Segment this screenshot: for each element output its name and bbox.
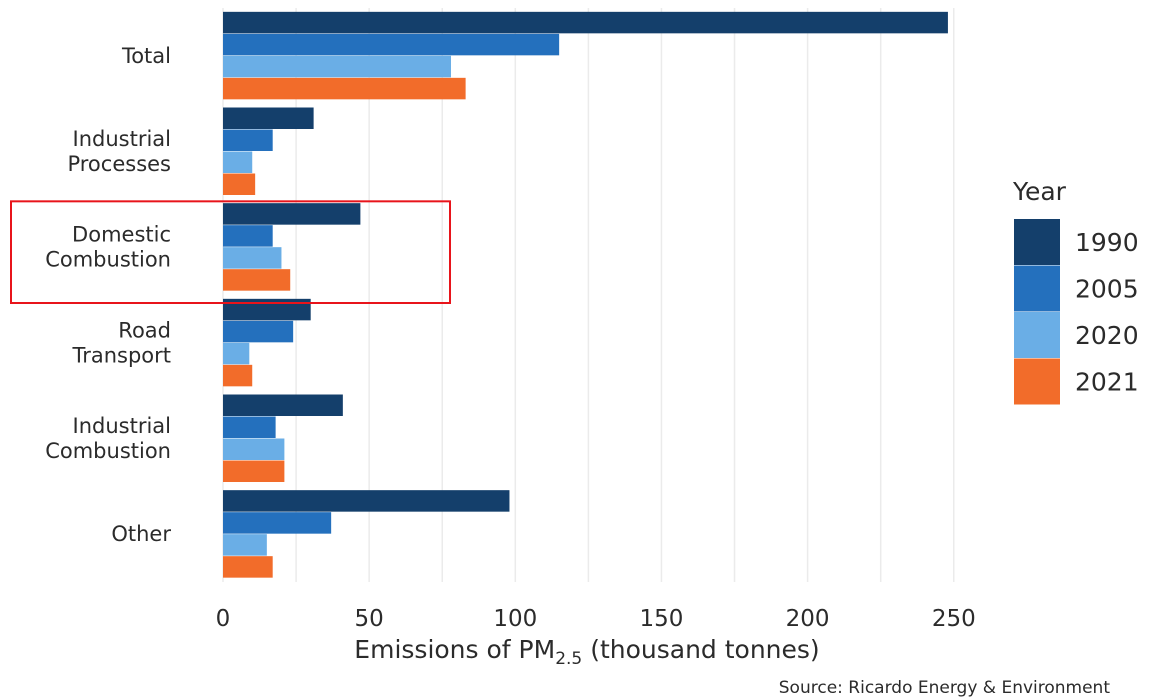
x-tick-label: 100 bbox=[493, 606, 537, 632]
bar bbox=[223, 33, 560, 56]
bar bbox=[223, 247, 282, 269]
x-axis-title: Emissions of PM2.5 (thousand tonnes) bbox=[354, 635, 819, 669]
highlight-box bbox=[10, 200, 451, 304]
bar bbox=[223, 203, 361, 225]
legend-title: Year bbox=[1012, 177, 1067, 206]
x-tick-label: 0 bbox=[216, 606, 231, 632]
bar bbox=[223, 269, 291, 291]
bar bbox=[223, 512, 332, 534]
category-label: Road Transport bbox=[71, 318, 171, 367]
x-tick-label: 200 bbox=[786, 606, 830, 632]
bar bbox=[223, 556, 273, 578]
bar bbox=[223, 225, 273, 247]
legend-label: 2021 bbox=[1075, 368, 1139, 397]
bar bbox=[223, 534, 267, 556]
category-labels: Total Industrial Processes Domestic Combusti… bbox=[45, 44, 171, 546]
bar bbox=[223, 55, 451, 78]
category-label: Domestic Combustion bbox=[45, 223, 171, 272]
x-tick-labels: 0 50 100 150 200 250 bbox=[216, 606, 976, 632]
legend-label: 2005 bbox=[1075, 275, 1139, 304]
bars bbox=[223, 11, 948, 578]
bar bbox=[223, 438, 285, 460]
bar bbox=[223, 416, 276, 438]
legend-swatch bbox=[1014, 219, 1060, 265]
bar bbox=[223, 11, 948, 34]
source-note: Source: Ricardo Energy & Environment bbox=[779, 678, 1111, 698]
x-tick-label: 150 bbox=[640, 606, 684, 632]
category-label: Other bbox=[111, 522, 171, 546]
bar bbox=[223, 320, 294, 343]
bar bbox=[223, 342, 250, 365]
bar bbox=[223, 151, 253, 173]
legend-label: 2020 bbox=[1075, 321, 1139, 350]
bar bbox=[223, 173, 256, 195]
legend-swatch bbox=[1014, 358, 1060, 405]
bar bbox=[223, 394, 343, 416]
bar bbox=[223, 129, 273, 151]
x-tick-label: 50 bbox=[355, 606, 384, 632]
legend-label: 1990 bbox=[1075, 228, 1139, 257]
bar bbox=[223, 298, 311, 321]
bar bbox=[223, 77, 466, 100]
bar bbox=[223, 490, 510, 512]
gridlines bbox=[222, 8, 955, 582]
legend: Year 1990 2005 2020 2021 bbox=[1012, 177, 1139, 405]
bar bbox=[223, 364, 253, 387]
legend-swatch bbox=[1014, 265, 1060, 312]
category-label: Industrial Processes bbox=[67, 127, 171, 176]
legend-swatch bbox=[1014, 312, 1060, 358]
x-tick-label: 250 bbox=[932, 606, 976, 632]
bar bbox=[223, 460, 285, 482]
bar bbox=[223, 107, 314, 129]
category-label: Industrial Combustion bbox=[45, 414, 171, 463]
category-label: Total bbox=[121, 44, 171, 68]
